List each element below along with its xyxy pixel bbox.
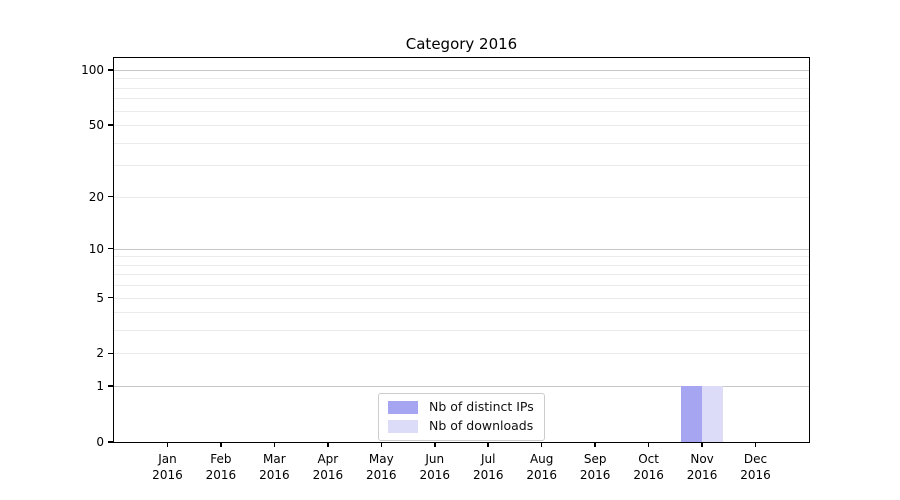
x-tick	[594, 442, 596, 447]
y-gridline-minor	[114, 264, 809, 266]
y-gridline-minor	[114, 165, 809, 167]
y-gridline-minor	[114, 196, 809, 198]
x-tick-label: Dec 2016	[740, 452, 771, 482]
y-gridline-minor	[114, 353, 809, 355]
x-tick-label: Jun 2016	[419, 452, 451, 482]
x-tick	[540, 442, 543, 447]
y-tick	[108, 296, 114, 299]
y-tick-label: 2	[96, 346, 104, 361]
y-gridline-minor	[114, 297, 809, 299]
y-tick-label: 1	[96, 379, 104, 394]
chart-title: Category 2016	[405, 35, 518, 53]
x-tick-label: Feb 2016	[205, 452, 237, 482]
y-gridline-minor	[114, 274, 809, 276]
x-tick-label: May 2016	[366, 452, 397, 482]
x-tick	[327, 442, 329, 447]
x-tick-label: Oct 2016	[633, 452, 664, 482]
x-tick	[701, 442, 703, 447]
y-gridline-minor	[114, 87, 809, 89]
y-gridline-minor	[114, 142, 809, 144]
y-gridline-major	[114, 248, 809, 250]
y-gridline-minor	[114, 110, 809, 112]
x-tick-label: Apr 2016	[312, 452, 344, 482]
legend-swatch-downloads	[388, 419, 418, 433]
y-gridline-minor	[114, 285, 809, 287]
y-tick-label: 10	[88, 241, 104, 256]
x-tick-label: Jul 2016	[472, 452, 504, 482]
y-gridline-major	[114, 386, 809, 388]
y-gridline-minor	[114, 98, 809, 100]
y-tick-label: 20	[88, 189, 104, 204]
x-tick	[220, 442, 222, 447]
legend-swatch-distinct-ips	[388, 400, 418, 414]
y-gridline-minor	[114, 78, 809, 80]
x-tick-label: Aug 2016	[526, 452, 557, 482]
legend: Nb of distinct IPs Nb of downloads	[378, 393, 545, 441]
y-gridline-minor	[114, 312, 809, 314]
x-tick	[754, 442, 757, 447]
x-tick	[487, 442, 489, 447]
y-tick-label: 5	[96, 290, 104, 305]
bar-nb-of-downloads	[702, 386, 724, 442]
x-tick	[434, 442, 436, 447]
y-gridline-minor	[114, 256, 809, 258]
y-tick-label: 100	[81, 62, 104, 77]
y-tick	[108, 441, 114, 443]
x-tick-label: Nov 2016	[686, 452, 718, 482]
x-tick-label: Mar 2016	[259, 452, 290, 482]
y-tick	[108, 385, 114, 387]
y-tick-label: 0	[96, 435, 104, 449]
x-tick	[380, 442, 383, 447]
y-tick	[108, 69, 114, 71]
x-tick	[647, 442, 650, 447]
y-gridline-major	[114, 69, 809, 72]
x-tick-label: Jan 2016	[152, 452, 183, 482]
y-gridline-minor	[114, 330, 809, 332]
legend-label-distinct-ips: Nb of distinct IPs	[429, 399, 534, 414]
x-tick	[166, 442, 169, 447]
y-tick	[108, 247, 114, 250]
x-tick	[273, 442, 276, 447]
x-tick-label: Sep 2016	[579, 452, 611, 482]
legend-item-downloads: Nb of downloads	[388, 418, 534, 434]
legend-label-downloads: Nb of downloads	[429, 418, 534, 433]
y-tick	[108, 195, 114, 198]
y-gridline-minor	[114, 124, 809, 126]
y-tick	[108, 352, 114, 355]
bar-nb-of-distinct-ips	[680, 386, 703, 442]
y-tick	[108, 124, 114, 126]
y-tick-label: 50	[88, 117, 104, 132]
legend-item-distinct-ips: Nb of distinct IPs	[388, 399, 534, 415]
plot-area: 0 1 2 5 10 20 50 100 Jan 2016 Feb 2016 Mar 2016 Apr…	[81, 57, 810, 482]
